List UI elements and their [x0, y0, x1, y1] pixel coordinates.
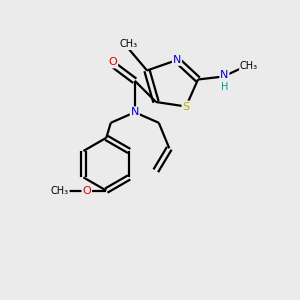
Text: CH₃: CH₃: [51, 186, 69, 196]
Text: CH₃: CH₃: [240, 61, 258, 71]
Text: O: O: [109, 58, 117, 68]
Text: CH₃: CH₃: [119, 39, 138, 49]
Text: H: H: [221, 82, 228, 92]
Text: N: N: [220, 70, 229, 80]
Text: O: O: [82, 186, 91, 196]
Text: S: S: [182, 101, 190, 112]
Text: N: N: [173, 55, 181, 65]
Text: N: N: [130, 107, 139, 117]
